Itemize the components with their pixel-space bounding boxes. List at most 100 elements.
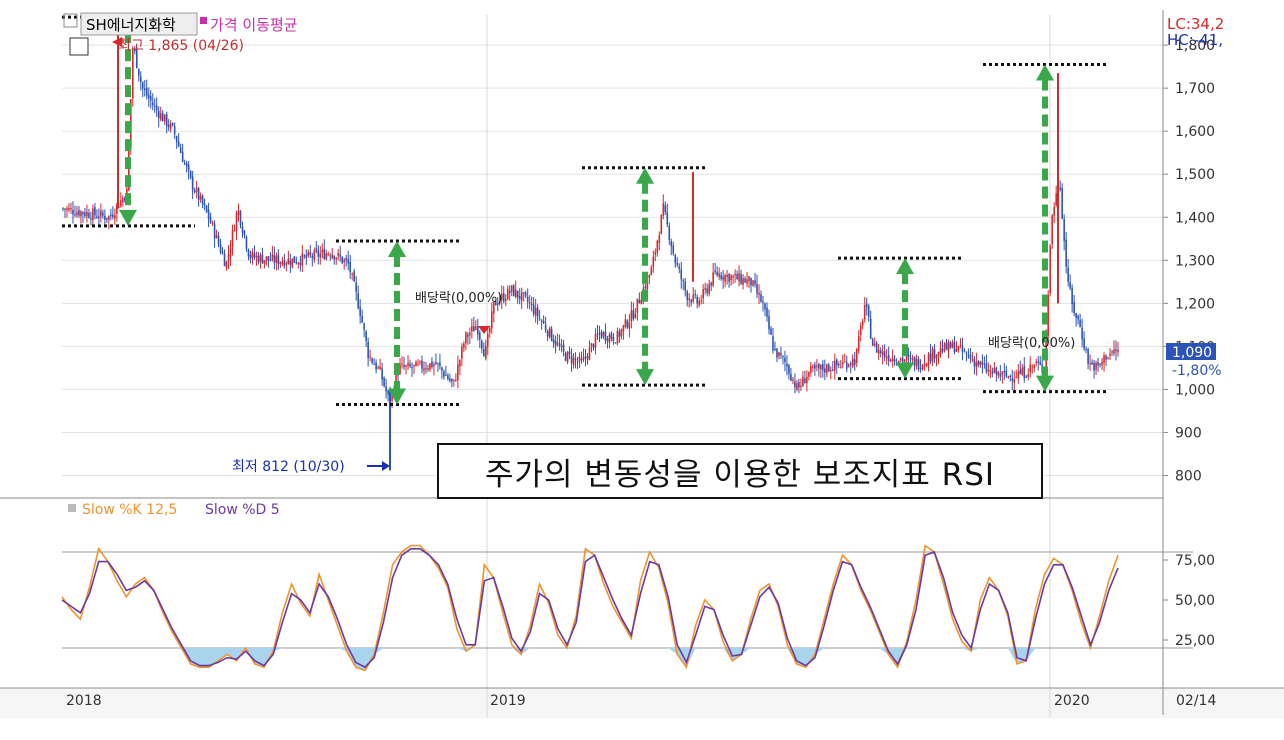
candle-body: [977, 360, 980, 366]
candle-body: [568, 351, 571, 355]
candle-body: [283, 259, 286, 267]
candle-body: [915, 359, 918, 366]
candle-body: [259, 254, 262, 262]
candle-body: [1021, 367, 1024, 375]
candle-body: [341, 256, 344, 263]
candle-body: [1023, 365, 1026, 378]
candle-body: [887, 354, 890, 361]
candle-body: [680, 269, 683, 280]
candle-body: [907, 355, 910, 358]
candle-body: [98, 216, 100, 219]
candle-body: [576, 361, 579, 363]
candle-body: [702, 289, 704, 299]
slow-k-label: Slow %K 12,5: [82, 502, 177, 518]
candle-body: [835, 359, 838, 366]
candle-body: [313, 250, 316, 260]
osc-tick-label: 25,00: [1175, 633, 1215, 649]
candle-body: [473, 326, 475, 332]
candle-body: [652, 256, 655, 267]
candle-body: [510, 285, 513, 292]
candle-body: [104, 215, 106, 220]
candle-body: [550, 328, 553, 341]
candle-body: [347, 259, 349, 264]
candle-body: [800, 385, 802, 387]
candle-body: [718, 273, 720, 277]
candle-body: [556, 342, 559, 345]
candle-body: [973, 358, 976, 367]
candle-body: [239, 211, 242, 226]
candle-body: [584, 356, 587, 358]
candle-body: [227, 254, 230, 261]
range-arrow-down-icon: [119, 209, 137, 226]
candle-body: [1059, 187, 1061, 190]
candle-body: [716, 271, 718, 276]
candle-body: [415, 361, 417, 367]
osc-legend-icon: [68, 504, 76, 512]
candle-body: [385, 386, 387, 392]
candle-body: [1039, 361, 1042, 365]
price-tick-label: 1,300: [1175, 253, 1215, 269]
candle-body: [826, 364, 828, 374]
candle-body: [498, 301, 501, 304]
candle-body: [981, 361, 984, 365]
candle-body: [86, 211, 88, 217]
candle-body: [383, 377, 385, 386]
range-arrow-down-icon: [1036, 375, 1054, 392]
candle-body: [546, 330, 549, 337]
candle-body: [337, 252, 340, 256]
calculator-icon[interactable]: [69, 37, 89, 56]
candle-body: [187, 164, 190, 171]
candle-body: [225, 261, 228, 268]
candle-body: [1009, 375, 1012, 377]
candle-body: [141, 82, 144, 89]
candle-body: [849, 363, 852, 365]
range-arrow-down-icon: [896, 362, 914, 379]
ticker-box[interactable]: [80, 12, 198, 36]
candle-body: [788, 365, 790, 374]
candle-body: [229, 247, 232, 257]
candle-body: [455, 379, 457, 381]
candle-body: [620, 329, 623, 337]
candle-body: [967, 355, 970, 357]
candle-body: [90, 218, 92, 220]
candle-body: [644, 286, 647, 289]
candle-body: [335, 257, 338, 260]
candle-body: [1015, 377, 1018, 379]
candle-body: [1073, 302, 1075, 314]
candle-body: [538, 318, 541, 320]
candle-body: [806, 377, 808, 384]
candle-body: [839, 366, 842, 368]
candle-body: [484, 345, 487, 359]
candle-body: [247, 249, 250, 257]
candle-body: [979, 361, 982, 366]
candle-body: [961, 345, 964, 352]
candle-body: [110, 214, 112, 216]
current-price: 1,090: [1172, 345, 1212, 361]
candle-body: [656, 240, 659, 253]
candle-body: [875, 342, 878, 353]
candle-body: [357, 293, 359, 309]
candle-body: [933, 349, 936, 359]
candle-body: [343, 259, 346, 263]
candle-body: [861, 320, 864, 326]
candle-body: [796, 383, 798, 390]
candle-body: [1111, 351, 1113, 353]
candle-body: [622, 325, 625, 332]
candle-body: [578, 356, 581, 362]
candle-body: [624, 319, 627, 327]
candle-body: [494, 301, 497, 306]
candle-body: [427, 368, 429, 370]
candle-body: [784, 357, 786, 362]
candle-body: [100, 210, 102, 217]
candle-body: [488, 328, 491, 333]
candle-body: [185, 163, 188, 167]
candle-body: [102, 212, 104, 216]
osc-tick-label: 50,00: [1175, 593, 1215, 609]
candle-body: [211, 223, 214, 225]
x-label-2020: 2020: [1054, 693, 1090, 709]
candle-body: [863, 305, 866, 320]
x-label-2018: 2018: [66, 693, 102, 709]
candle-body: [490, 311, 493, 329]
candle-body: [1025, 376, 1028, 378]
candle-body: [287, 258, 290, 264]
